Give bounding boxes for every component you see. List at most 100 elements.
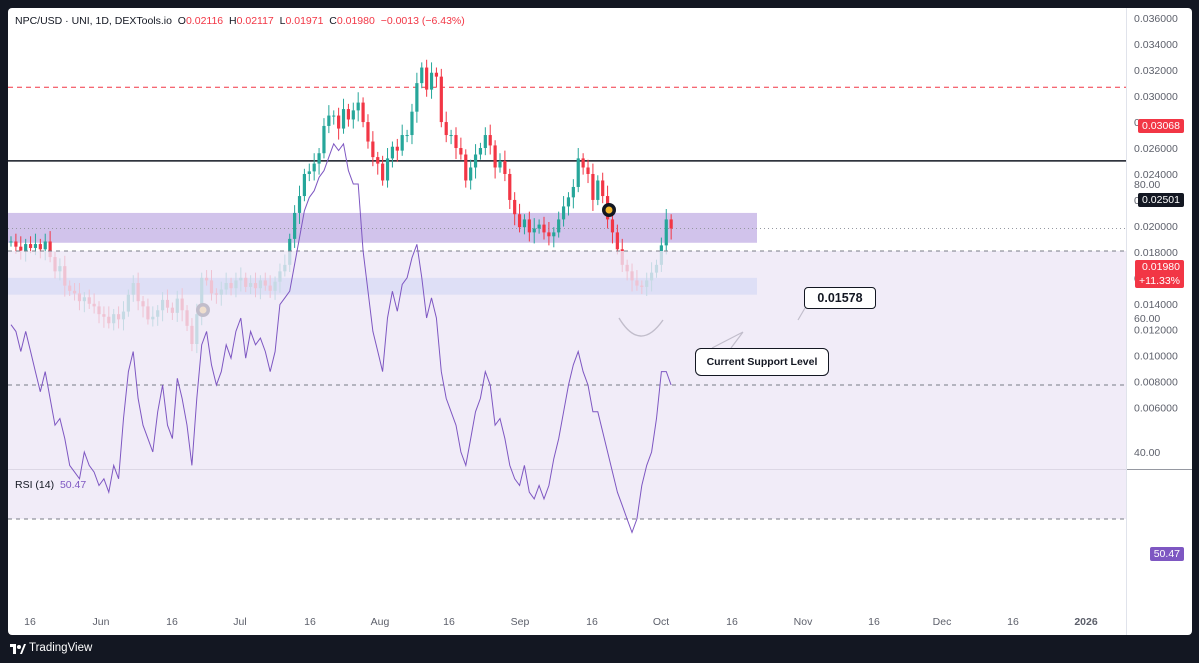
- candle: [596, 180, 600, 200]
- rsi-value-badge: 50.47: [1149, 547, 1184, 561]
- candle: [557, 219, 561, 233]
- candle: [429, 72, 434, 90]
- candle: [356, 102, 360, 111]
- candle: [542, 224, 546, 233]
- close-label: C: [329, 15, 337, 27]
- low-label: L: [279, 15, 286, 27]
- candle: [459, 148, 463, 155]
- price-tick-label: 0.032000: [1134, 65, 1178, 77]
- candle: [415, 83, 419, 112]
- candle: [522, 219, 527, 228]
- change-value: −0.0013 (−6.43%): [380, 15, 465, 27]
- candle: [664, 219, 668, 246]
- rsi-band: [8, 251, 1126, 519]
- candle: [488, 135, 492, 146]
- close-value: 0.01980: [336, 15, 375, 27]
- candle: [302, 173, 306, 197]
- candle: [483, 135, 487, 149]
- candle: [503, 161, 507, 174]
- resistance-zone: [8, 212, 757, 243]
- time-tick-label: 16: [1007, 616, 1019, 628]
- candle: [332, 115, 336, 117]
- candle: [581, 158, 585, 168]
- candle: [508, 173, 512, 200]
- candle: [297, 196, 302, 213]
- time-tick-label: Aug: [371, 616, 390, 628]
- candle: [439, 76, 443, 123]
- price-tick-label: 0.018000: [1134, 247, 1178, 259]
- candle: [48, 241, 52, 258]
- candle: [376, 157, 380, 164]
- candle: [327, 115, 331, 126]
- candle: [307, 171, 311, 174]
- time-tick-label: 16: [868, 616, 880, 628]
- candle: [341, 109, 346, 129]
- current-price-badge: 0.01980 +11.33%: [1135, 260, 1184, 288]
- tradingview-logo-icon: [10, 644, 26, 654]
- candle: [425, 67, 429, 90]
- candle: [547, 232, 551, 237]
- candle: [19, 246, 23, 251]
- event-marker-dot: [605, 206, 613, 214]
- candle: [371, 141, 375, 158]
- price-tick-label: 0.014000: [1134, 299, 1178, 311]
- price-tick-label: 0.006000: [1134, 403, 1178, 415]
- candle: [454, 135, 458, 149]
- time-tick-label: 16: [726, 616, 738, 628]
- high-value: 0.02117: [236, 15, 274, 27]
- high-label: H: [229, 15, 237, 27]
- candle: [610, 219, 615, 233]
- candle: [473, 154, 478, 168]
- candle: [395, 146, 399, 151]
- resistance-price-badge: 0.03068: [1138, 119, 1184, 133]
- candle: [493, 145, 497, 168]
- candle: [591, 173, 595, 200]
- candle: [571, 186, 575, 198]
- price-tick-label: 0.008000: [1134, 377, 1178, 389]
- candle: [33, 244, 38, 248]
- support-level-callout: Current Support Level: [695, 348, 829, 376]
- candle: [312, 163, 316, 172]
- candle: [14, 241, 18, 247]
- time-tick-label: Nov: [794, 616, 813, 628]
- rsi-line: [10, 142, 672, 534]
- rsi-header: RSI (14) 50.47: [15, 479, 86, 491]
- candle: [537, 224, 541, 229]
- candle: [420, 67, 424, 84]
- time-tick-label: 16: [304, 616, 316, 628]
- current-price-change: +11.33%: [1139, 275, 1180, 287]
- time-tick-label: 16: [586, 616, 598, 628]
- candle: [410, 111, 414, 136]
- candle: [38, 244, 42, 250]
- rsi-tick-label: 40.00: [1134, 447, 1160, 459]
- time-tick-label: 2026: [1074, 616, 1098, 628]
- candle: [28, 244, 33, 248]
- price-tick-label: 0.036000: [1134, 13, 1178, 25]
- price-tick-label: 0.034000: [1134, 39, 1178, 51]
- time-tick-label: Oct: [653, 616, 669, 628]
- symbol-header: NPC/USD · UNI, 1D, DEXTools.io O0.02116 …: [15, 15, 465, 27]
- time-tick-label: Jun: [93, 616, 110, 628]
- footer-brand: TradingView: [29, 642, 93, 654]
- key-level-price-badge: 0.02501: [1138, 193, 1184, 207]
- time-tick-label: Jul: [233, 616, 246, 628]
- price-tick-label: 0.026000: [1134, 143, 1178, 155]
- candle: [478, 148, 483, 155]
- candle: [293, 212, 297, 239]
- open-label: O: [177, 15, 186, 27]
- candle: [513, 199, 517, 215]
- chart-canvas[interactable]: 0.0380000.0360000.0340000.0320000.030000…: [8, 8, 1192, 635]
- candle: [43, 241, 47, 250]
- candle: [576, 158, 580, 187]
- time-tick-label: 16: [24, 616, 36, 628]
- time-tick-label: 16: [443, 616, 455, 628]
- candle: [527, 219, 531, 233]
- open-value: 0.02116: [185, 15, 224, 27]
- candle: [381, 163, 385, 181]
- rsi-header-value: 50.47: [59, 479, 87, 491]
- price-tick-label: 0.012000: [1134, 325, 1178, 337]
- candle: [669, 219, 673, 229]
- time-tick-label: Sep: [511, 616, 530, 628]
- symbol-name: NPC/USD · UNI, 1D, DEXTools.io: [15, 15, 172, 27]
- rsi-label: RSI (14): [15, 479, 55, 491]
